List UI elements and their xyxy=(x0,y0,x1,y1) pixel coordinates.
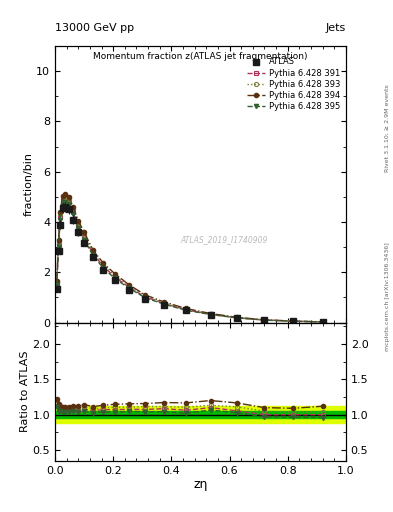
Text: Jets: Jets xyxy=(325,23,346,33)
Y-axis label: fraction/bin: fraction/bin xyxy=(23,153,33,216)
Text: Momentum fraction z(ATLAS jet fragmentation): Momentum fraction z(ATLAS jet fragmentat… xyxy=(93,52,308,60)
X-axis label: zη: zη xyxy=(193,478,208,492)
Text: ATLAS_2019_I1740909: ATLAS_2019_I1740909 xyxy=(180,235,267,244)
Text: 13000 GeV pp: 13000 GeV pp xyxy=(55,23,134,33)
Text: Rivet 3.1.10; ≥ 2.9M events: Rivet 3.1.10; ≥ 2.9M events xyxy=(385,84,390,172)
Legend: ATLAS, Pythia 6.428 391, Pythia 6.428 393, Pythia 6.428 394, Pythia 6.428 395: ATLAS, Pythia 6.428 391, Pythia 6.428 39… xyxy=(245,56,342,113)
Text: mcplots.cern.ch [arXiv:1306.3436]: mcplots.cern.ch [arXiv:1306.3436] xyxy=(385,243,390,351)
Y-axis label: Ratio to ATLAS: Ratio to ATLAS xyxy=(20,351,29,433)
